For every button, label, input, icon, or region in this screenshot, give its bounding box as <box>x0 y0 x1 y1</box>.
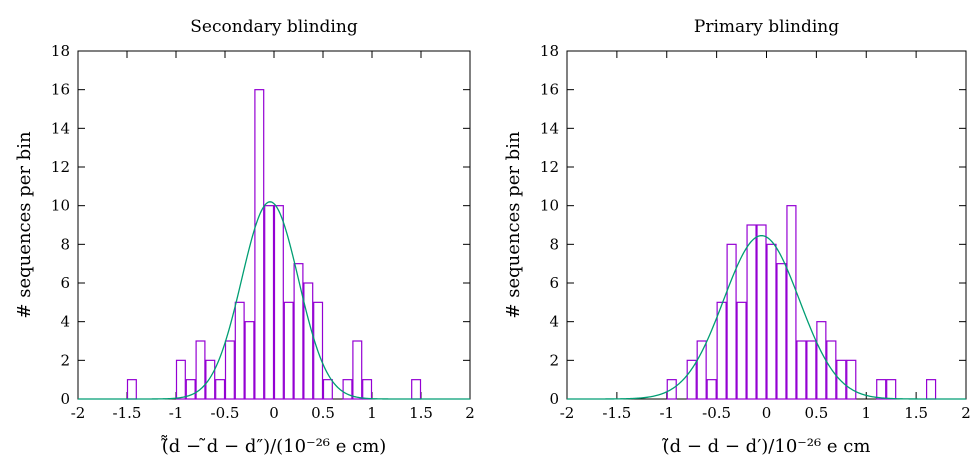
y-tick-label: 14 <box>51 119 70 137</box>
histogram-bar <box>126 379 137 400</box>
histogram-bar <box>313 301 324 400</box>
histogram-bar <box>185 379 196 400</box>
histogram-bar <box>244 321 255 400</box>
histogram-bar <box>666 379 677 400</box>
histogram-bar <box>411 379 422 400</box>
x-tick-label: 0.5 <box>804 404 828 422</box>
x-tick-label: 0 <box>269 404 279 422</box>
x-tick-label: 1 <box>861 404 871 422</box>
y-tick-label: 8 <box>60 235 70 253</box>
y-axis-label: # sequences per bin <box>14 131 35 319</box>
x-tick-label: 0 <box>762 404 772 422</box>
histogram-bar <box>362 379 373 400</box>
y-tick-label: 6 <box>60 274 70 292</box>
x-tick-label: -0.5 <box>211 404 240 422</box>
histogram-bar <box>786 205 797 400</box>
histogram-bar <box>706 379 717 400</box>
histogram-bar <box>273 205 284 400</box>
y-tick-label: 2 <box>549 351 559 369</box>
y-tick-label: 10 <box>540 197 559 215</box>
histogram-bar <box>796 340 807 400</box>
histogram-bar <box>846 359 857 400</box>
x-tick-label: -1.5 <box>113 404 142 422</box>
chart-title: Primary blinding <box>694 17 839 37</box>
histogram-bar <box>293 263 304 400</box>
y-tick-label: 4 <box>60 313 70 331</box>
histogram-bar <box>806 340 817 400</box>
y-tick-label: 0 <box>549 390 559 408</box>
y-tick-label: 14 <box>540 119 559 137</box>
y-tick-label: 8 <box>549 235 559 253</box>
y-tick-label: 6 <box>549 274 559 292</box>
histogram-bar <box>756 224 767 400</box>
y-tick-label: 16 <box>540 81 559 99</box>
x-tick-label: -1 <box>659 404 674 422</box>
histogram-bar <box>836 359 847 400</box>
y-tick-label: 16 <box>51 81 70 99</box>
histogram-bar <box>686 359 697 400</box>
x-tick-label: 0.5 <box>311 404 335 422</box>
x-tick-label: 1.5 <box>904 404 928 422</box>
histogram-bar <box>342 379 353 400</box>
histogram-bar <box>766 243 777 400</box>
x-tick-label: 2 <box>465 404 475 422</box>
histogram-bar <box>746 224 757 400</box>
y-tick-label: 4 <box>549 313 559 331</box>
x-tick-label: -1.5 <box>602 404 631 422</box>
histogram-bar <box>876 379 887 400</box>
histogram-bar <box>886 379 897 400</box>
y-tick-label: 2 <box>60 351 70 369</box>
histogram-bar <box>303 282 314 400</box>
x-tick-label: -1 <box>169 404 184 422</box>
y-tick-label: 18 <box>51 42 70 60</box>
histogram-bar <box>224 340 235 400</box>
histogram-bar <box>925 379 937 400</box>
histogram-bar <box>816 321 827 400</box>
histogram-bar <box>726 243 737 400</box>
y-tick-label: 12 <box>51 158 70 176</box>
x-tick-label: 1.5 <box>409 404 433 422</box>
histogram-bar <box>195 340 206 400</box>
y-tick-label: 0 <box>60 390 70 408</box>
gaussian-fit-line <box>78 201 470 400</box>
chart-title: Secondary blinding <box>190 17 358 37</box>
y-axis-label: # sequences per bin <box>503 131 524 319</box>
x-tick-label: -2 <box>560 404 575 422</box>
y-tick-label: 10 <box>51 197 70 215</box>
histogram-bar <box>826 340 837 400</box>
histogram-bar <box>205 359 216 400</box>
histogram-bar <box>322 379 333 400</box>
x-axis-label: (̃̃d − ̃d − d″)/(10⁻²⁶ e cm) <box>161 435 387 457</box>
histogram-bar <box>234 301 245 400</box>
histogram-bar <box>736 301 747 400</box>
secondary-blinding-panel: -2 -1.5 -1 -0.5 0 0.5 1 1.5 2 0 2 4 6 8 10 12 14 16 18 Seco… <box>14 17 475 457</box>
histogram-bar <box>716 301 727 400</box>
x-axis-label: (̃d − d − d′)/10⁻²⁶ e cm <box>662 436 871 457</box>
primary-blinding-panel: -2 -1.5 -1 -0.5 0 0.5 1 1.5 2 0 2 4 6 8 10 12 14 16 18 Prim… <box>503 17 971 457</box>
y-tick-label: 18 <box>540 42 559 60</box>
histogram-bar <box>215 379 226 400</box>
histogram-bar <box>254 89 265 400</box>
histogram-bar <box>696 340 707 400</box>
histogram-bar <box>283 301 294 400</box>
x-tick-label: -0.5 <box>702 404 731 422</box>
histogram-bar <box>776 263 787 400</box>
histogram-bar <box>175 359 186 400</box>
x-tick-label: 2 <box>961 404 971 422</box>
histogram-bar <box>264 205 275 400</box>
gaussian-fit-line <box>567 234 966 400</box>
histogram-bar <box>352 340 363 400</box>
x-tick-label: -2 <box>71 404 86 422</box>
x-tick-label: 1 <box>367 404 377 422</box>
y-tick-label: 12 <box>540 158 559 176</box>
